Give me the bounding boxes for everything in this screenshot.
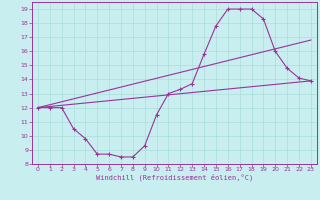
X-axis label: Windchill (Refroidissement éolien,°C): Windchill (Refroidissement éolien,°C)	[96, 174, 253, 181]
